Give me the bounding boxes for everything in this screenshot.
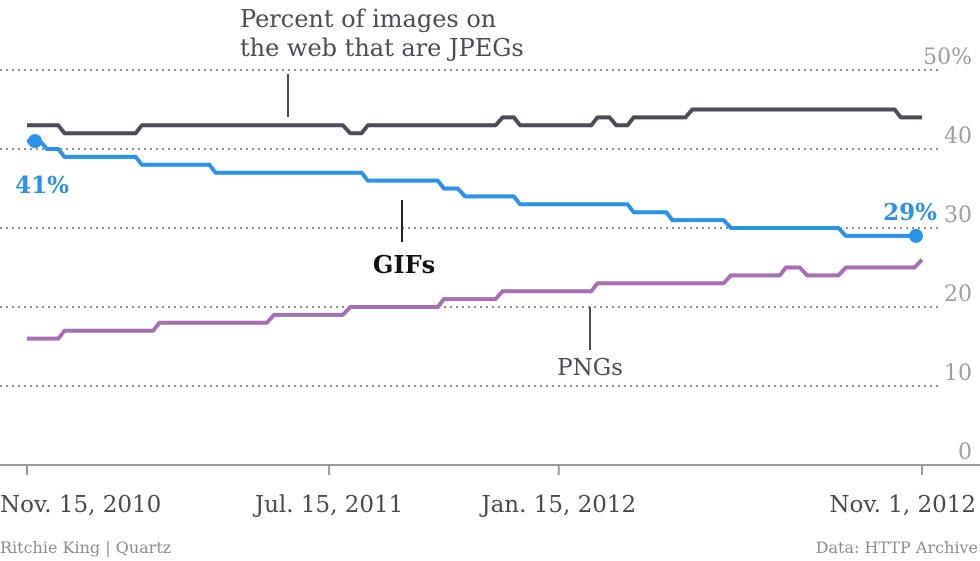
x-axis-ticks: Nov. 15, 2010 Jul. 15, 2011 Jan. 15, 2012 N… bbox=[0, 465, 976, 518]
series-line-jpegs bbox=[27, 107, 922, 136]
pngs-label: PNGs bbox=[557, 355, 623, 381]
y-tick-label: 30 bbox=[944, 203, 972, 228]
series-line-gifs bbox=[27, 139, 922, 238]
y-tick-label: 20 bbox=[944, 282, 972, 307]
x-tick-label: Jul. 15, 2011 bbox=[253, 492, 403, 518]
endpoint-markers bbox=[28, 134, 923, 243]
series-lines bbox=[27, 107, 924, 341]
credit-text: Ritchie King | Quartz bbox=[0, 538, 171, 557]
gifs-start-point bbox=[28, 134, 42, 149]
y-tick-label: 50% bbox=[923, 45, 972, 70]
x-tick-label: Nov. 15, 2010 bbox=[0, 492, 161, 518]
gifs-end-point bbox=[909, 228, 923, 243]
x-tick-label: Jan. 15, 2012 bbox=[479, 492, 636, 518]
gifs-label: GIFs bbox=[373, 250, 435, 279]
gifs-end-value-label: 29% bbox=[883, 199, 937, 226]
jpegs-label-line2: the web that are JPEGs bbox=[240, 34, 524, 62]
x-tick-label: Nov. 1, 2012 bbox=[829, 492, 976, 518]
jpegs-label-line1: Percent of images on bbox=[240, 5, 496, 33]
gridlines bbox=[0, 69, 940, 387]
y-tick-label: 0 bbox=[958, 440, 972, 465]
series-line-pngs bbox=[27, 258, 924, 341]
y-axis-ticks: 50% 40 30 20 10 0 bbox=[923, 45, 972, 465]
gifs-start-value-label: 41% bbox=[15, 172, 69, 199]
y-tick-label: 10 bbox=[944, 361, 972, 386]
y-tick-label: 40 bbox=[944, 124, 972, 149]
source-text: Data: HTTP Archive bbox=[816, 538, 978, 557]
